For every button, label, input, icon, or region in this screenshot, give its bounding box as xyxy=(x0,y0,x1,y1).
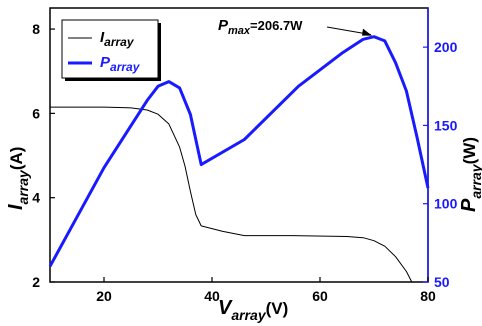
legend-box xyxy=(61,19,159,79)
legend-label: Parray xyxy=(100,54,141,74)
series-line-i-array xyxy=(50,106,413,283)
y-right-tick-label: 100 xyxy=(434,196,458,212)
series-line-p-array xyxy=(48,35,430,268)
y-right-tick-label: 150 xyxy=(434,117,458,133)
x-tick-label: 20 xyxy=(96,288,112,304)
y-left-tick-label: 2 xyxy=(32,274,40,290)
y-right-axis-title: Parray(W) xyxy=(458,137,482,212)
plot-area: 20 40 60 80 2 4 6 8 50 100 150 200 Varray(V) Iarray(A… xyxy=(5,7,482,323)
y-right-tick-label: 50 xyxy=(434,274,450,290)
y-left-tick-label: 8 xyxy=(32,21,40,37)
x-tick-label: 80 xyxy=(420,288,436,304)
y-left-tick-label: 6 xyxy=(32,105,40,121)
y-left-axis-title: Iarray(A) xyxy=(5,147,31,210)
legend-label: Iarray xyxy=(100,29,135,49)
y-left-tick-label: 4 xyxy=(32,190,40,206)
annotation-arrow-head xyxy=(362,28,372,36)
legend: Iarray Parray xyxy=(61,19,161,81)
pmax-annotation: Pmax=206.7W xyxy=(218,17,303,37)
x-tick-label: 40 xyxy=(204,288,220,304)
x-axis-title: Varray(V) xyxy=(218,297,288,323)
y-right-tick-label: 200 xyxy=(434,39,458,55)
x-tick-label: 60 xyxy=(312,288,328,304)
